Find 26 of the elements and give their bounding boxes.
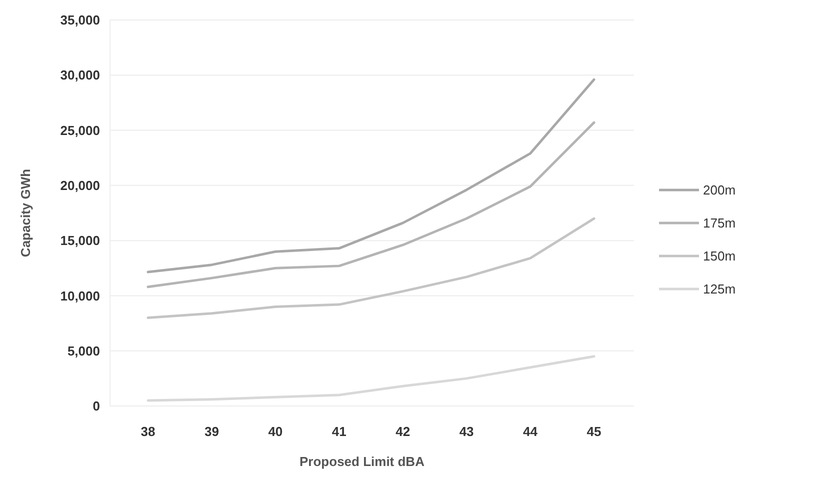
legend-label: 175m [703, 216, 736, 231]
y-tick-label: 20,000 [60, 178, 100, 193]
x-tick-label: 42 [396, 424, 410, 439]
y-tick-label: 30,000 [60, 68, 100, 83]
x-tick-label: 43 [459, 424, 474, 439]
y-tick-label: 15,000 [60, 233, 100, 248]
x-tick-label: 40 [268, 424, 283, 439]
x-tick-label: 44 [523, 424, 538, 439]
y-tick-label: 25,000 [60, 122, 100, 138]
x-tick-label: 45 [586, 424, 602, 439]
y-tick-label: 35,000 [60, 12, 100, 28]
legend-label: 125m [703, 282, 736, 297]
x-tick-label: 39 [204, 424, 219, 439]
line-series [146, 78, 596, 274]
x-tick-label: 41 [332, 424, 346, 439]
line-series [146, 355, 596, 402]
legend-label: 150m [703, 248, 736, 264]
y-axis-title: Capacity GWh [18, 168, 33, 258]
x-axis-title: Proposed Limit dBA [300, 454, 426, 469]
line-series [146, 121, 596, 288]
line-series [146, 217, 596, 320]
legend-label: 200m [703, 182, 736, 198]
y-tick-label: 10,000 [60, 288, 100, 304]
x-tick-label: 38 [140, 424, 156, 439]
y-tick-label: 5,000 [67, 343, 100, 358]
y-tick-label: 0 [92, 398, 100, 414]
